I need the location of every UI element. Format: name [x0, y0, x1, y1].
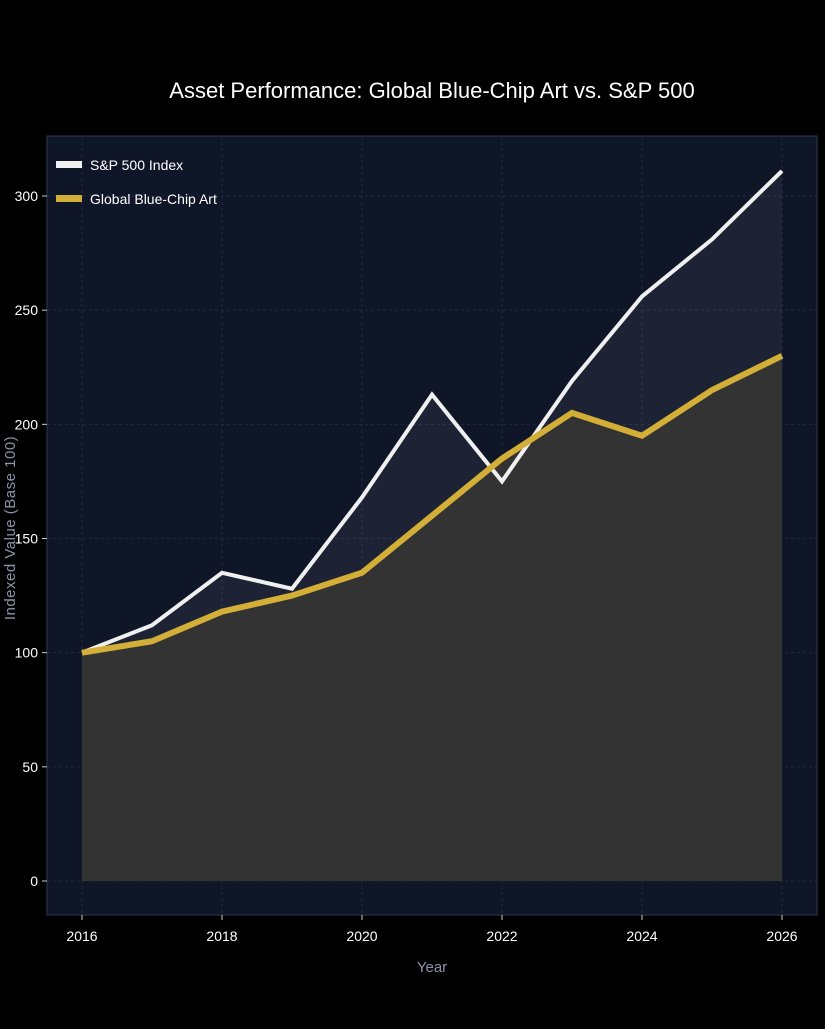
- legend-label: S&P 500 Index: [90, 157, 183, 173]
- y-tick-label: 250: [15, 302, 39, 318]
- y-tick-label: 0: [30, 873, 38, 889]
- x-tick-label: 2026: [766, 928, 797, 944]
- legend-swatch: [56, 161, 82, 168]
- x-tick-label: 2018: [206, 928, 237, 944]
- y-tick-label: 50: [22, 759, 38, 775]
- x-tick-label: 2020: [346, 928, 377, 944]
- x-tick-label: 2024: [626, 928, 657, 944]
- x-tick-label: 2016: [66, 928, 97, 944]
- y-axis-label: Indexed Value (Base 100): [2, 436, 19, 620]
- y-tick-label: 200: [15, 416, 39, 432]
- y-tick-label: 100: [15, 645, 39, 661]
- x-axis-label: Year: [417, 959, 447, 976]
- chart-title: Asset Performance: Global Blue-Chip Art …: [169, 78, 694, 103]
- legend-swatch: [56, 195, 82, 202]
- x-tick-label: 2022: [486, 928, 517, 944]
- y-tick-label: 300: [15, 188, 39, 204]
- legend-label: Global Blue-Chip Art: [90, 191, 217, 207]
